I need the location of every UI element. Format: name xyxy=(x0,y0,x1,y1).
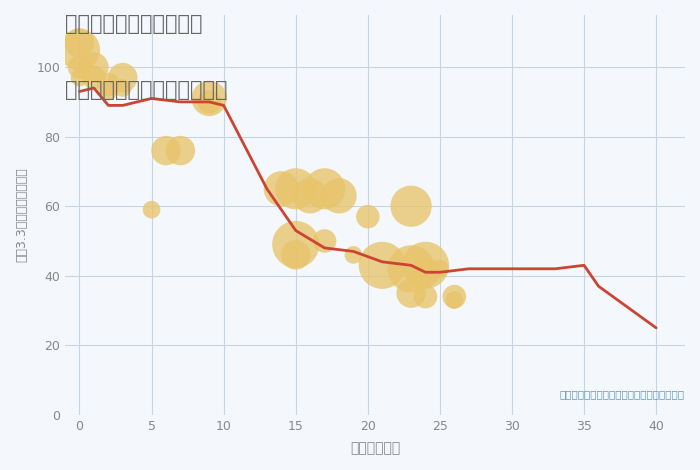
Point xyxy=(74,39,85,47)
Text: 築年数別中古マンション価格: 築年数別中古マンション価格 xyxy=(65,80,228,100)
Point xyxy=(377,261,388,269)
Point xyxy=(117,84,128,92)
Point xyxy=(204,98,215,106)
Point xyxy=(434,265,445,273)
Point xyxy=(117,74,128,81)
Point xyxy=(405,203,416,210)
Point xyxy=(175,147,186,154)
Point xyxy=(304,192,316,200)
Point xyxy=(290,241,301,248)
Point xyxy=(103,88,114,95)
Point xyxy=(319,237,330,245)
Point xyxy=(405,265,416,273)
Point xyxy=(362,213,373,220)
X-axis label: 築年数（年）: 築年数（年） xyxy=(350,441,400,455)
Point xyxy=(74,74,85,81)
Point xyxy=(348,251,359,258)
Point xyxy=(420,268,431,276)
Point xyxy=(420,261,431,269)
Point xyxy=(290,185,301,193)
Point xyxy=(276,185,287,193)
Point xyxy=(333,192,344,200)
Point xyxy=(449,293,460,300)
Point xyxy=(160,147,172,154)
Text: 千葉県市原市西国分寺台: 千葉県市原市西国分寺台 xyxy=(65,14,202,34)
Text: 円の大きさは、取引のあった物件面積を示す: 円の大きさは、取引のあった物件面積を示す xyxy=(560,389,685,399)
Point xyxy=(290,251,301,258)
Point xyxy=(449,296,460,304)
Point xyxy=(88,63,99,71)
Point xyxy=(74,63,85,71)
Point xyxy=(103,81,114,88)
Point xyxy=(146,206,158,213)
Point xyxy=(74,46,85,54)
Point xyxy=(420,293,431,300)
Point xyxy=(88,74,99,81)
Y-axis label: 坪（3.3㎡）単価（万円）: 坪（3.3㎡）単価（万円） xyxy=(15,167,28,262)
Point xyxy=(405,290,416,297)
Point xyxy=(204,94,215,102)
Point xyxy=(319,185,330,193)
